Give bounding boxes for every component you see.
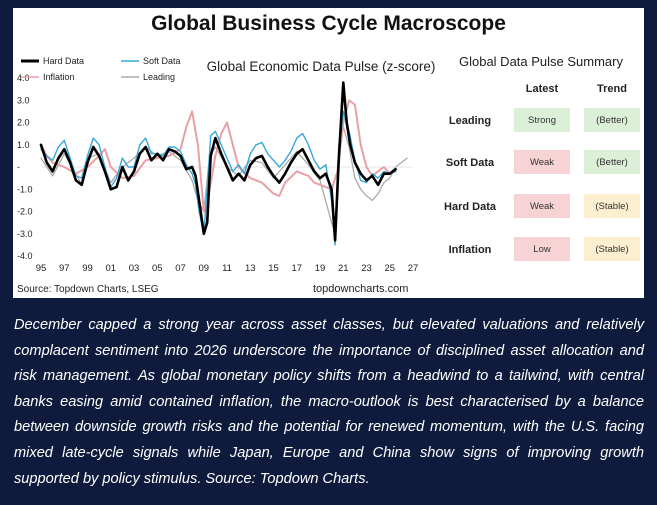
series-line-inflation — [40, 99, 397, 213]
summary-trend-value: (Stable) — [595, 244, 628, 255]
x-tick-label: 95 — [36, 263, 47, 274]
summary-trend-value: (Better) — [596, 115, 628, 126]
summary-trend-value: (Stable) — [595, 201, 628, 212]
y-tick-label: 2.0 — [17, 118, 30, 128]
summary-trend-value: (Better) — [596, 157, 628, 168]
x-tick-label: 09 — [198, 263, 209, 274]
y-tick-label: 4.0 — [17, 73, 30, 83]
legend-label: Hard Data — [43, 56, 84, 66]
summary-row-label: Soft Data — [446, 157, 495, 169]
y-tick-label: -4.0 — [17, 251, 33, 261]
main-title: Global Business Cycle Macroscope — [151, 12, 506, 35]
summary-latest-value: Weak — [530, 201, 554, 212]
y-tick-label: 3.0 — [17, 95, 30, 105]
website-note: topdowncharts.com — [313, 283, 408, 295]
summary-latest-cell — [514, 108, 570, 132]
source-note: Source: Topdown Charts, LSEG — [17, 284, 159, 295]
y-tick-label: - — [17, 162, 20, 172]
summary-latest-value: Weak — [530, 157, 554, 168]
summary-title: Global Data Pulse Summary — [459, 54, 624, 69]
summary-latest-cell — [514, 237, 570, 261]
x-tick-label: 13 — [245, 263, 256, 274]
x-tick-label: 17 — [291, 263, 302, 274]
series-line-leading — [40, 126, 408, 235]
summary-table: Global Data Pulse Summary Latest Trend L… — [444, 54, 640, 261]
caption-text: December capped a strong year across ass… — [14, 317, 644, 487]
summary-row-label: Inflation — [449, 244, 492, 256]
chart-card: Global Business Cycle Macroscope 4.0 3.0 2… — [13, 8, 644, 298]
x-tick-label: 21 — [338, 263, 349, 274]
x-tick-label: 15 — [268, 263, 279, 274]
y-tick-labels: 4.0 3.0 2.0 1.0 - -1.0 -2.0 -3.0 -4.0 — [17, 73, 33, 261]
y-tick-label: -3.0 — [17, 229, 33, 239]
summary-trend-cell — [584, 237, 640, 261]
y-tick-label: -1.0 — [17, 184, 33, 194]
legend-label: Soft Data — [143, 56, 181, 66]
x-tick-label: 05 — [152, 263, 163, 274]
chart-title: Global Economic Data Pulse (z-score) — [207, 59, 436, 74]
y-tick-label: 1.0 — [17, 140, 30, 150]
series-line-hard-data — [39, 81, 397, 242]
legend-label: Inflation — [43, 72, 75, 82]
x-tick-label: 97 — [59, 263, 70, 274]
x-tick-label: 01 — [105, 263, 116, 274]
x-tick-label: 07 — [175, 263, 186, 274]
series-lines — [39, 81, 408, 246]
x-tick-label: 11 — [222, 263, 232, 274]
legend-label: Leading — [143, 72, 175, 82]
summary-latest-cell — [514, 194, 570, 218]
chart-figure: 4.0 3.0 2.0 1.0 - -1.0 -2.0 -3.0 -4.0 95 97 99 01 03… — [17, 54, 640, 295]
summary-row-label: Hard Data — [444, 201, 497, 213]
summary-header-latest: Latest — [526, 83, 559, 95]
x-tick-label: 03 — [129, 263, 140, 274]
x-tick-label: 25 — [384, 263, 395, 274]
x-tick-labels: 95 97 99 01 03 05 07 09 11 13 15 17 19 21 23 25 27 — [36, 263, 419, 274]
x-tick-label: 19 — [315, 263, 326, 274]
summary-trend-cell — [584, 108, 640, 132]
summary-row-label: Leading — [449, 115, 491, 127]
y-tick-label: -2.0 — [17, 207, 33, 217]
summary-trend-cell — [584, 194, 640, 218]
x-tick-label: 23 — [361, 263, 372, 274]
summary-trend-cell — [584, 150, 640, 174]
summary-latest-value: Strong — [528, 115, 556, 126]
x-tick-label: 27 — [408, 263, 419, 274]
summary-latest-value: Low — [533, 244, 551, 255]
legend: Hard Data Soft Data Inflation Leading — [21, 56, 181, 82]
summary-header-trend: Trend — [597, 83, 627, 95]
summary-latest-cell — [514, 150, 570, 174]
x-tick-label: 99 — [82, 263, 93, 274]
